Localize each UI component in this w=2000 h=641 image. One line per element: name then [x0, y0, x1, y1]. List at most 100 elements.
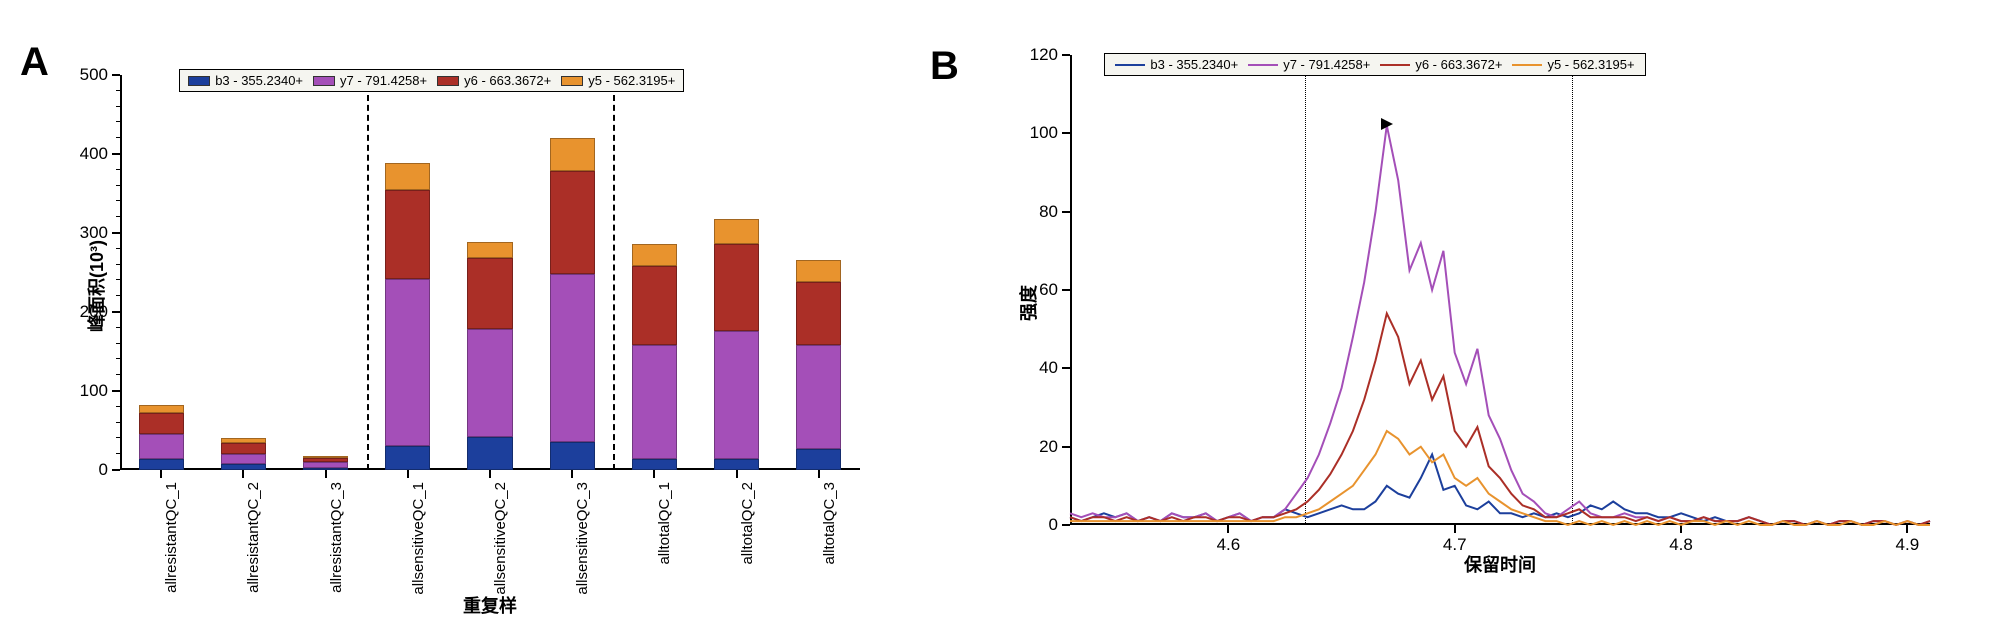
- chart-a-bar-seg-y6: [303, 458, 348, 462]
- chart-b-y-tick-label: 20: [1039, 437, 1070, 457]
- chart-a-bar-seg-b3: [385, 446, 430, 470]
- legend-label: b3 - 355.2340+: [215, 73, 303, 88]
- legend-label: y5 - 562.3195+: [588, 73, 675, 88]
- chart-a-bar-seg-b3: [550, 442, 595, 470]
- chart-a-bar-seg-y5: [714, 219, 759, 244]
- chart-a-bar-seg-y5: [139, 405, 184, 413]
- chart-a-y-tick: [116, 248, 120, 249]
- chart-a-bar-seg-y5: [303, 456, 348, 458]
- legend-line-swatch: [1380, 64, 1410, 66]
- chart-a-legend-item: b3 - 355.2340+: [188, 73, 303, 88]
- chart-b-legend-item: y5 - 562.3195+: [1512, 57, 1634, 72]
- chart-a-y-tick: [116, 200, 120, 201]
- chart-a-legend-item: y6 - 663.3672+: [437, 73, 551, 88]
- chart-a-y-tick: [116, 169, 120, 170]
- legend-label: y7 - 791.4258+: [340, 73, 427, 88]
- chart-b-x-tick: [1906, 525, 1908, 533]
- chart-a-bar-seg-y6: [221, 443, 266, 454]
- chart-a-y-tick: [116, 264, 120, 265]
- chart-a-bar-seg-b3: [632, 459, 677, 470]
- chart-a-y-tick: [116, 137, 120, 138]
- chart-b-legend-item: b3 - 355.2340+: [1115, 57, 1238, 72]
- chart-b-line-y6: [1070, 314, 1930, 526]
- chart-a-legend-item: y5 - 562.3195+: [561, 73, 675, 88]
- legend-label: y7 - 791.4258+: [1283, 57, 1370, 72]
- chart-a-bar-seg-y7: [385, 279, 430, 446]
- legend-line-swatch: [1248, 64, 1278, 66]
- chart-a-x-tick: [736, 470, 738, 478]
- legend-label: y6 - 663.3672+: [464, 73, 551, 88]
- chart-b-y-tick-label: 80: [1039, 202, 1070, 222]
- chart-b-y-tick-label: 100: [1030, 123, 1070, 143]
- chart-a-bar-seg-y5: [385, 163, 430, 190]
- chart-a-y-tick: [116, 106, 120, 107]
- panel-a-label: A: [20, 40, 49, 85]
- panel-b-label: B: [930, 44, 959, 89]
- chart-a-y-tick: [116, 121, 120, 122]
- chart-a-y-tick: [116, 437, 120, 438]
- chart-a-bar-seg-y6: [385, 190, 430, 278]
- chart-a-bar-seg-y7: [139, 434, 184, 459]
- chart-a-y-tick-label: 400: [80, 144, 120, 164]
- chart-a-y-tick: [116, 295, 120, 296]
- chart-b-x-tick-label: 4.8: [1669, 535, 1693, 555]
- chart-b-y-tick-label: 60: [1039, 280, 1070, 300]
- chart-b-x-tick-label: 4.9: [1896, 535, 1920, 555]
- chart-a-bar-seg-b3: [714, 459, 759, 470]
- chart-a-bar-seg-y6: [796, 282, 841, 345]
- chart-a-bar-seg-y7: [632, 345, 677, 459]
- chart-a-bar-seg-b3: [139, 459, 184, 470]
- chart-a-y-tick: [116, 358, 120, 359]
- chart-a-y-tick: [116, 406, 120, 407]
- chart-b-legend: b3 - 355.2340+y7 - 791.4258+y6 - 663.367…: [1104, 53, 1645, 76]
- chart-a-y-tick-label: 100: [80, 381, 120, 401]
- chart-b-line-b3: [1070, 455, 1930, 526]
- chart-a-bar-seg-y7: [467, 329, 512, 436]
- chart-a-y-tick: [116, 216, 120, 217]
- legend-line-swatch: [1512, 64, 1542, 66]
- chart-a-bar-seg-y6: [632, 266, 677, 345]
- chart-b-y-tick-label: 120: [1030, 45, 1070, 65]
- chart-a-x-tick: [407, 470, 409, 478]
- chart-a-bar-seg-y7: [550, 274, 595, 441]
- chart-a-x-tick: [818, 470, 820, 478]
- chart-a-y-tick-label: 500: [80, 65, 120, 85]
- chart-a-y-tick: [116, 279, 120, 280]
- chart-a-bar-seg-y5: [550, 138, 595, 171]
- chart-a-bar-seg-y6: [467, 258, 512, 329]
- chart-a-bar-seg-b3: [467, 437, 512, 470]
- chart-a-y-tick: [116, 90, 120, 91]
- chart-a-bar-seg-y5: [796, 260, 841, 282]
- chart-a-x-title: 重复样: [463, 592, 517, 618]
- chart-a-legend-item: y7 - 791.4258+: [313, 73, 427, 88]
- chart-a-bar-seg-y7: [714, 331, 759, 459]
- chart-a-x-tick: [571, 470, 573, 478]
- chart-b-peak-arrow-icon: [1381, 118, 1393, 130]
- chart-a-y-tick: [116, 327, 120, 328]
- chart-a-y-tick-label: 0: [99, 460, 120, 480]
- chart-b-x-tick: [1454, 525, 1456, 533]
- chart-a-bar-seg-b3: [303, 468, 348, 470]
- chart-a-y-title: 峰面积(10³): [83, 239, 109, 331]
- chart-a-plot: 0100200300400500allresistantQC_1allresis…: [120, 75, 860, 470]
- chart-a-bar-seg-y5: [632, 244, 677, 266]
- chart-a-bar-seg-b3: [221, 464, 266, 470]
- chart-a-legend: b3 - 355.2340+ y7 - 791.4258+ y6 - 663.367…: [179, 69, 684, 92]
- legend-label: b3 - 355.2340+: [1150, 57, 1238, 72]
- chart-a-x-tick: [325, 470, 327, 478]
- chart-a-x-tick: [489, 470, 491, 478]
- chart-b-legend-item: y7 - 791.4258+: [1248, 57, 1370, 72]
- chart-a-y-tick: [116, 374, 120, 375]
- chart-b-x-title: 保留时间: [1464, 551, 1536, 577]
- chart-a-bar-seg-y7: [796, 345, 841, 449]
- chart-a-y-tick: [116, 343, 120, 344]
- chart-a-bar-seg-y5: [467, 242, 512, 258]
- legend-swatch: [188, 76, 210, 86]
- chart-b-x-tick-label: 4.7: [1443, 535, 1467, 555]
- chart-b-line-y7: [1070, 126, 1930, 526]
- chart-a-x-tick: [160, 470, 162, 478]
- chart-b-y-tick-label: 0: [1049, 515, 1070, 535]
- chart-a-bar-seg-b3: [796, 449, 841, 470]
- chart-a-bar-seg-y6: [714, 244, 759, 331]
- chart-b: 0204060801001204.64.74.84.9 强度 保留时间 b3 -…: [1070, 55, 1930, 525]
